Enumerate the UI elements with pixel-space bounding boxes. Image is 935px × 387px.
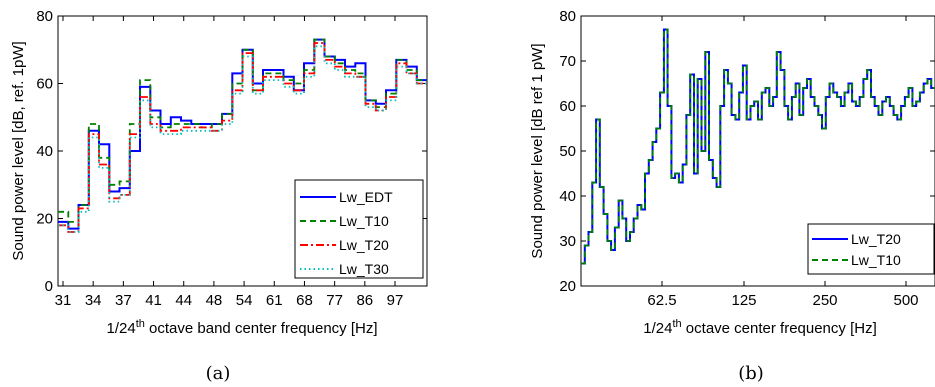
x-tick-label: 125 [731,292,756,309]
chart-a-xlabel: 1/24th octave band center frequency [Hz] [106,318,377,337]
x-tick-label: 62.5 [647,292,676,309]
chart-b-legend: Lw_T20 Lw_T10 [807,223,935,275]
chart-a-y-ticks: 0 20 40 60 80 [36,8,427,295]
x-tick-label: 44 [175,292,192,309]
chart-a-ylabel: Sound power level [dB, ref. 1pW] [10,41,27,260]
x-tick-label: 48 [206,292,223,309]
chart-b-series [581,28,935,265]
y-tick-label: 50 [559,143,576,160]
legend-label: Lw_T30 [339,261,389,277]
x-tick-label: 250 [812,292,837,309]
x-tick-label: 86 [356,292,373,309]
y-tick-label: 40 [36,143,53,160]
x-tick-label: 500 [893,292,918,309]
legend-label: Lw_T10 [339,213,389,229]
y-tick-label: 30 [559,233,576,250]
legend-label: Lw_EDT [339,189,393,205]
chart-b-caption: (b) [738,363,764,384]
chart-a: 0 20 40 60 80 31 34 37 41 44 48 54 61 68 77 86 97 Sound… [10,8,428,384]
y-tick-label: 20 [559,278,576,295]
chart-b-xlabel: 1/24th octave center frequency [Hz] [643,318,877,337]
y-tick-label: 60 [36,76,53,93]
x-tick-label: 34 [85,292,102,309]
y-tick-label: 40 [559,188,576,205]
x-tick-label: 31 [55,292,72,309]
chart-b-y-ticks: 20 30 40 50 60 70 80 [559,8,935,295]
legend-label: Lw_T20 [851,231,901,247]
chart-a-x-ticks: 31 34 37 41 44 48 54 61 68 77 86 97 [55,16,404,309]
x-tick-label: 54 [236,292,253,309]
chart-a-caption: (a) [206,363,231,384]
chart-a-series [58,38,427,233]
x-tick-label: 77 [326,292,343,309]
chart-b-ylabel: Sound power level [dB ref 1 pW] [529,43,546,258]
chart-b: 20 30 40 50 60 70 80 62.5 125 250 500 Sound power… [529,8,935,384]
y-tick-label: 0 [45,278,53,295]
chart-b-x-ticks: 62.5 125 250 500 [647,16,919,309]
series-lw-t30 [58,45,427,233]
x-tick-label: 37 [115,292,132,309]
y-tick-label: 20 [36,211,53,228]
x-tick-label: 61 [266,292,283,309]
x-tick-label: 97 [387,292,404,309]
legend-label: Lw_T10 [851,252,901,268]
legend-label: Lw_T20 [339,237,389,253]
series-lw-t10 [581,28,935,265]
y-tick-label: 80 [36,8,53,25]
x-tick-label: 41 [145,292,162,309]
chart-a-legend: Lw_EDT Lw_T10 Lw_T20 Lw_T30 [294,179,424,279]
y-tick-label: 80 [559,8,576,25]
x-tick-label: 68 [296,292,313,309]
y-tick-label: 60 [559,98,576,115]
y-tick-label: 70 [559,53,576,70]
